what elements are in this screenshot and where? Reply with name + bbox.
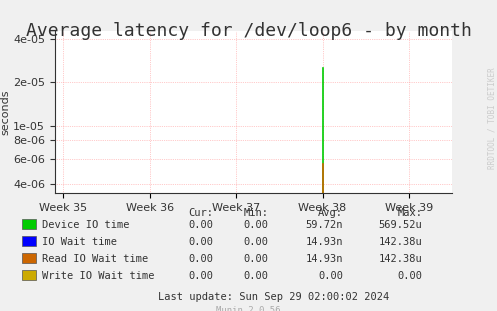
Text: 0.00: 0.00 [189, 220, 214, 230]
Y-axis label: seconds: seconds [0, 89, 10, 135]
Text: 14.93n: 14.93n [306, 254, 343, 264]
Text: Device IO time: Device IO time [42, 220, 130, 230]
Text: 0.00: 0.00 [189, 237, 214, 247]
Text: Write IO Wait time: Write IO Wait time [42, 271, 155, 281]
Text: Min:: Min: [244, 208, 268, 218]
Text: Last update: Sun Sep 29 02:00:02 2024: Last update: Sun Sep 29 02:00:02 2024 [158, 292, 389, 302]
Text: 0.00: 0.00 [244, 254, 268, 264]
Text: Munin 2.0.56: Munin 2.0.56 [216, 306, 281, 311]
Text: 0.00: 0.00 [244, 220, 268, 230]
Text: 0.00: 0.00 [318, 271, 343, 281]
Text: 569.52u: 569.52u [379, 220, 422, 230]
Text: 59.72n: 59.72n [306, 220, 343, 230]
Text: RRDTOOL / TOBI OETIKER: RRDTOOL / TOBI OETIKER [487, 67, 496, 169]
Text: 142.38u: 142.38u [379, 237, 422, 247]
Text: 0.00: 0.00 [244, 271, 268, 281]
Text: IO Wait time: IO Wait time [42, 237, 117, 247]
Text: Avg:: Avg: [318, 208, 343, 218]
Text: 142.38u: 142.38u [379, 254, 422, 264]
Text: 0.00: 0.00 [189, 271, 214, 281]
Text: Average latency for /dev/loop6 - by month: Average latency for /dev/loop6 - by mont… [25, 22, 472, 40]
Text: Cur:: Cur: [189, 208, 214, 218]
Text: 14.93n: 14.93n [306, 237, 343, 247]
Text: Read IO Wait time: Read IO Wait time [42, 254, 149, 264]
Text: 0.00: 0.00 [244, 237, 268, 247]
Text: 0.00: 0.00 [189, 254, 214, 264]
Text: 0.00: 0.00 [398, 271, 422, 281]
Text: Max:: Max: [398, 208, 422, 218]
